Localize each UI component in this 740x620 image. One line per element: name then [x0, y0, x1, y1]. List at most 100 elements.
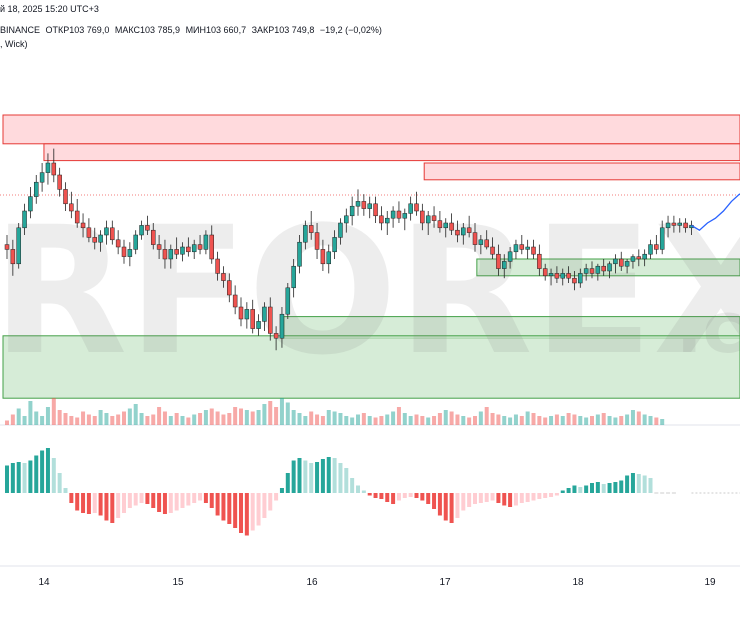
candle-body-85	[502, 261, 507, 269]
histogram-bar-1	[10, 463, 15, 493]
candle-8	[51, 148, 57, 183]
candle-60	[355, 189, 361, 216]
histogram-bar-79	[467, 493, 472, 507]
candle-38	[227, 273, 232, 303]
candle-body-23	[139, 225, 144, 236]
candle-body-90	[531, 246, 536, 255]
volume-bar-3	[22, 416, 27, 425]
candle-21	[127, 242, 133, 267]
histogram-bar-91	[537, 493, 542, 499]
histogram-bar-21	[127, 493, 132, 508]
candle-body-111	[654, 244, 659, 250]
volume-bar-59	[350, 417, 355, 425]
candle-body-55	[326, 251, 331, 265]
candle-body-26	[156, 244, 162, 250]
histogram-bar-48	[285, 473, 290, 493]
histogram-bar-87	[513, 493, 518, 506]
volume-bar-88	[519, 416, 524, 425]
volume-bar-65	[385, 414, 390, 425]
histogram-bar-98	[578, 487, 583, 493]
volume-bar-78	[461, 416, 466, 425]
candle-56	[332, 230, 337, 259]
volume-bar-47	[279, 398, 284, 425]
volume-bar-37	[221, 414, 226, 425]
candle-body-45	[268, 306, 273, 334]
volume-layer	[5, 398, 665, 425]
histogram-bar-36	[215, 493, 220, 516]
candle-body-102	[601, 265, 606, 272]
histogram-bar-95	[560, 490, 565, 493]
candle-57	[338, 218, 343, 245]
volume-bar-74	[437, 413, 442, 425]
candle-26	[156, 235, 162, 259]
candle-89	[525, 239, 530, 259]
candle-body-105	[619, 258, 624, 267]
candle-body-59	[349, 205, 355, 217]
histogram-bar-81	[478, 493, 483, 503]
candle-95	[560, 268, 565, 286]
volume-bar-63	[373, 417, 378, 425]
histogram-bar-103	[607, 483, 612, 493]
histogram-bar-34	[203, 493, 208, 503]
candle-body-35	[209, 234, 214, 260]
candle-body-54	[320, 249, 326, 265]
histogram-bar-70	[414, 493, 419, 498]
candle-25	[151, 223, 156, 250]
candle-102	[601, 259, 606, 276]
high-value: 103 785,9	[140, 25, 181, 35]
histogram-bar-55	[326, 457, 331, 493]
candle-body-24	[145, 225, 150, 231]
histogram-bar-90	[531, 493, 536, 501]
volume-bar-112	[660, 419, 665, 425]
histogram-bar-114	[671, 492, 676, 494]
volume-bar-42	[250, 411, 255, 425]
volume-bar-4	[28, 401, 33, 425]
candle-96	[566, 266, 571, 283]
volume-bar-90	[531, 413, 536, 425]
candle-body-53	[314, 232, 320, 250]
volume-bar-55	[326, 410, 331, 425]
candle-44	[262, 302, 267, 331]
volume-bar-25	[151, 414, 156, 425]
volume-bar-11	[69, 416, 74, 425]
volume-bar-19	[116, 414, 121, 425]
candle-85	[502, 254, 507, 279]
histogram-bar-47	[279, 488, 284, 493]
histogram-bar-68	[402, 493, 407, 498]
candle-39	[232, 285, 238, 315]
candle-body-39	[232, 294, 238, 308]
volume-bar-103	[607, 416, 612, 425]
volume-bar-23	[139, 413, 144, 425]
volume-bar-2	[16, 408, 21, 425]
candle-112	[659, 220, 665, 255]
volume-bar-28	[168, 416, 173, 425]
candle-body-36	[215, 258, 220, 274]
volume-bar-5	[34, 411, 39, 425]
candle-74	[437, 211, 443, 233]
candle-103	[607, 261, 612, 279]
candle-body-27	[162, 249, 168, 260]
supply-zone-2	[423, 162, 740, 181]
histogram-bar-65	[385, 493, 390, 502]
histogram-bar-12	[75, 493, 80, 511]
candle-body-0	[4, 244, 10, 250]
candle-93	[548, 268, 554, 286]
candle-83	[490, 237, 495, 259]
volume-bar-17	[104, 413, 109, 425]
candle-body-76	[449, 222, 454, 231]
candle-body-68	[402, 213, 408, 219]
volume-bar-109	[642, 414, 647, 425]
histogram-bar-88	[519, 493, 524, 503]
histogram-bar-52	[309, 463, 314, 493]
histogram-bar-5	[34, 455, 39, 493]
histogram-bar-13	[81, 493, 86, 513]
histogram-layer	[5, 448, 740, 536]
volume-bar-12	[75, 417, 80, 425]
open-label: ОТКР	[45, 25, 70, 35]
supply-zone-1	[43, 143, 740, 162]
candle-0	[4, 235, 10, 259]
candle-110	[648, 239, 653, 259]
histogram-bar-83	[490, 493, 495, 501]
histogram-bar-74	[437, 493, 442, 516]
